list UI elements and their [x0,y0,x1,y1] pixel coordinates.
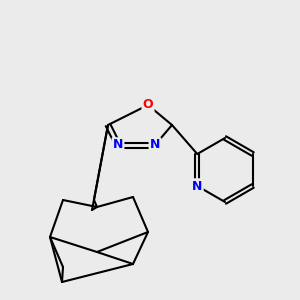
Text: O: O [143,98,153,112]
Text: N: N [113,139,123,152]
Text: N: N [150,139,160,152]
Text: N: N [192,179,202,193]
